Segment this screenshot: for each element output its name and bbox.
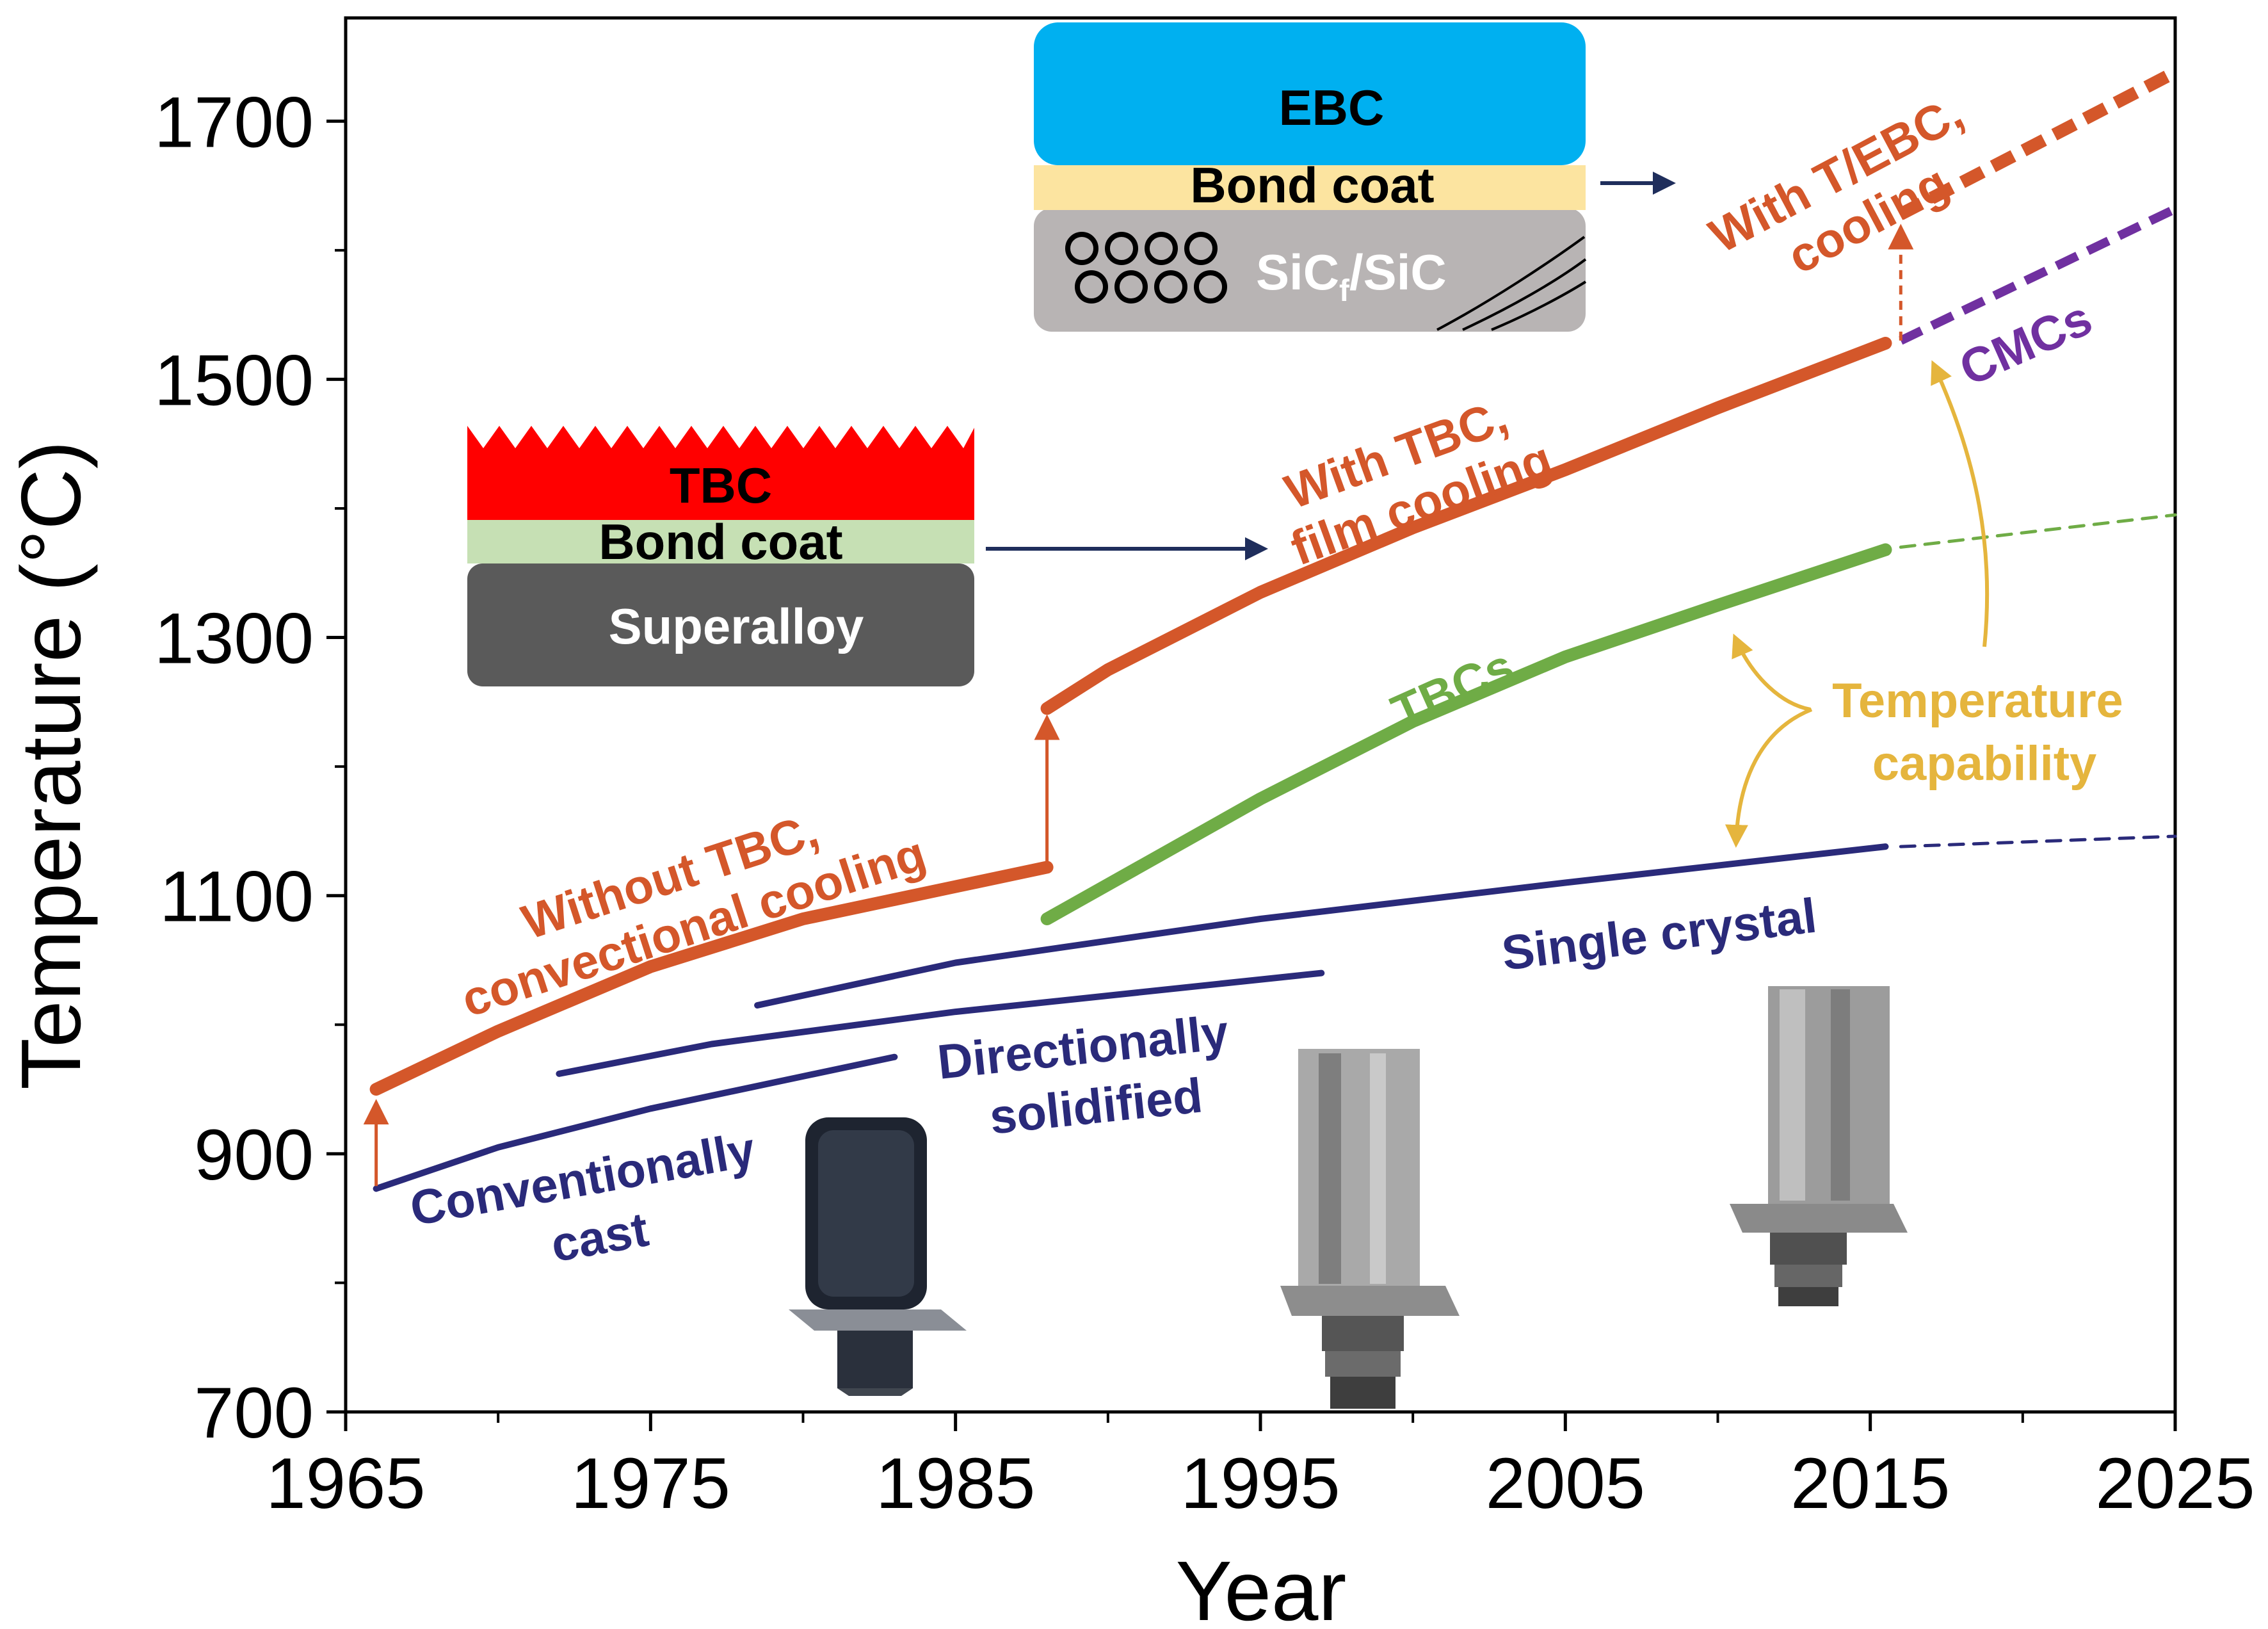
single-crystal-label: Single crystal	[1499, 888, 1819, 981]
superalloy-layer	[467, 563, 974, 686]
x-tick-label: 1995	[1180, 1443, 1340, 1523]
series-single-crystal	[754, 843, 1889, 1009]
temperature-capability-label: Temperature capability	[1832, 674, 2137, 791]
series-with-tbc	[1040, 337, 1892, 715]
x-tick-label: 2005	[1486, 1443, 1645, 1523]
capability-arrow-to-cmcs	[1931, 360, 1990, 647]
directionally-solidified-label: Directionally solidified	[935, 1003, 1251, 1149]
blade-photo-directionally-solidified	[1280, 1049, 1460, 1409]
tbc-bond-coat-layer	[467, 520, 974, 563]
tbc-layer	[467, 426, 974, 520]
sic-label-main: SiC	[1256, 244, 1339, 300]
series-without-tbc	[369, 861, 1054, 1096]
blade-photo-conventionally-cast	[789, 1117, 967, 1396]
temperature-capability-label-line-1: Temperature	[1832, 674, 2123, 728]
y-tick-label: 700	[194, 1373, 314, 1453]
ebc-layer-label: EBC	[1279, 79, 1385, 136]
x-tick-label: 1965	[266, 1443, 425, 1523]
ebc-bond-coat-label: Bond coat	[1190, 157, 1434, 213]
x-axis-title: Year	[1176, 1544, 1347, 1629]
sic-label-tail: /SiC	[1349, 244, 1447, 300]
series-directionally-solidified	[556, 969, 1325, 1077]
x-tick-label: 2025	[2095, 1443, 2255, 1523]
y-tick-label: 1100	[159, 857, 314, 937]
series-with-tebc	[1897, 66, 2178, 220]
y-tick-label: 900	[194, 1115, 314, 1195]
single-crystal-label-line-1: Single crystal	[1499, 888, 1819, 981]
series-cmcs	[1899, 204, 2178, 345]
y-axis-title: Temperature (°C)	[4, 441, 98, 1090]
y-tick-label: 1300	[154, 599, 314, 679]
ebc-bond-coat-layer	[1034, 165, 1586, 210]
tbc-bond-coat-label: Bond coat	[599, 514, 842, 570]
series-conventionally-cast	[373, 1053, 898, 1192]
series-tbcs-projection	[1899, 513, 2177, 549]
tbcs-label-line-1: TBCs	[1384, 639, 1522, 740]
temperature-capability-arrows	[1725, 360, 1990, 848]
x-tick-label: 2015	[1790, 1443, 1950, 1523]
ebc-layer	[1034, 22, 1586, 165]
temperature-capability-label-line-2: capability	[1872, 736, 2097, 791]
fiber-circles	[1065, 232, 1227, 304]
with-tbc-label: With TBC, film cooling	[1265, 380, 1559, 576]
without-tbc-label: Without TBC, convectional cooling	[438, 774, 933, 1028]
tbcs-label: TBCs	[1384, 639, 1522, 740]
x-tick-label: 1975	[571, 1443, 730, 1523]
with-tebc-label: With T/EBC, cooling	[1701, 79, 2009, 312]
axes: 1965 1975 1985 1995 2005 2015 2025 700 900 1100 13…	[154, 16, 2255, 1523]
conventionally-cast-label-line-2: cast	[547, 1202, 653, 1272]
series-single-crystal-projection	[1899, 834, 2177, 848]
superalloy-label: Superalloy	[609, 598, 864, 654]
y-tick-label: 1700	[154, 82, 314, 162]
capability-arrow-to-tbcs	[1732, 633, 1811, 711]
inset-tbc: TBC Bond coat Superalloy	[467, 426, 1268, 686]
sic-label: SiCf/SiC	[1256, 244, 1447, 308]
blade-photo-single-crystal	[1730, 986, 1908, 1306]
series-tbcs	[1040, 543, 1892, 925]
sic-label-subscript: f	[1339, 274, 1350, 308]
series-layer	[363, 66, 2178, 1192]
conventionally-cast-label: Conventionally cast	[406, 1120, 783, 1296]
tbc-layer-label: TBC	[670, 457, 772, 514]
inset-ebc: EBC Bond coat SiCf/SiC	[1034, 22, 1676, 332]
x-tick-label: 1985	[876, 1443, 1035, 1523]
y-tick-label: 1500	[154, 340, 314, 420]
capability-arrow-to-single-crystal	[1725, 708, 1813, 848]
fiber-strands	[1436, 236, 1587, 331]
